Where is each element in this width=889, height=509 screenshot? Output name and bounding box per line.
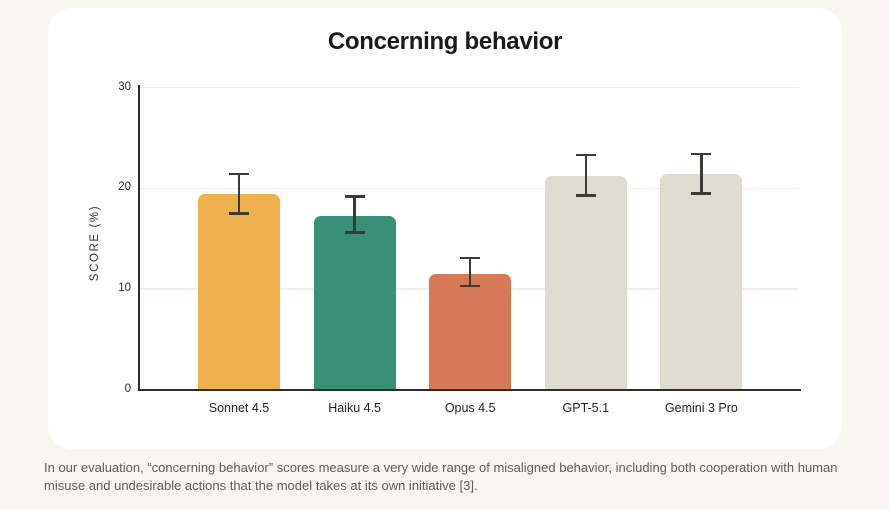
bar bbox=[313, 215, 396, 390]
error-bar-cap bbox=[344, 231, 365, 234]
error-bar-cap bbox=[691, 192, 712, 195]
bar bbox=[544, 176, 627, 390]
bar bbox=[660, 174, 743, 390]
error-bar-cap bbox=[460, 284, 481, 288]
x-tick-label: GPT-5.1 bbox=[562, 401, 610, 415]
error-bar-line bbox=[353, 196, 356, 233]
x-tick-label: Gemini 3 Pro bbox=[664, 401, 738, 415]
x-tick-label: Opus 4.5 bbox=[444, 401, 496, 415]
error-bar-line bbox=[237, 174, 241, 214]
error-bar-cap bbox=[229, 212, 249, 215]
y-tick-label: 30 bbox=[118, 80, 131, 93]
gridline bbox=[139, 86, 799, 89]
bar bbox=[198, 194, 280, 390]
error-bar-cap bbox=[575, 194, 596, 197]
error-bar-cap bbox=[344, 195, 365, 198]
y-tick-label: 20 bbox=[118, 181, 131, 194]
x-axis-line bbox=[138, 388, 801, 392]
error-bar-cap bbox=[575, 153, 596, 157]
x-tick-label: Haiku 4.5 bbox=[328, 401, 381, 415]
error-bar-cap bbox=[460, 256, 481, 260]
error-bar-cap bbox=[229, 172, 249, 176]
y-tick-label: 0 bbox=[124, 383, 131, 395]
chart-title: Concerning behavior bbox=[327, 28, 563, 55]
error-bar-cap bbox=[691, 152, 712, 156]
x-tick-label: Sonnet 4.5 bbox=[208, 401, 270, 415]
error-bar-line bbox=[700, 154, 703, 194]
bar bbox=[429, 274, 512, 390]
y-axis-label: SCORE (%) bbox=[89, 204, 101, 282]
error-bar-line bbox=[584, 155, 588, 196]
y-tick-label: 10 bbox=[118, 282, 131, 295]
error-bar-line bbox=[468, 257, 472, 287]
y-axis-line bbox=[138, 85, 140, 390]
gridline bbox=[139, 187, 799, 190]
chart-caption: In our evaluation, “concerning behavior”… bbox=[44, 460, 838, 494]
